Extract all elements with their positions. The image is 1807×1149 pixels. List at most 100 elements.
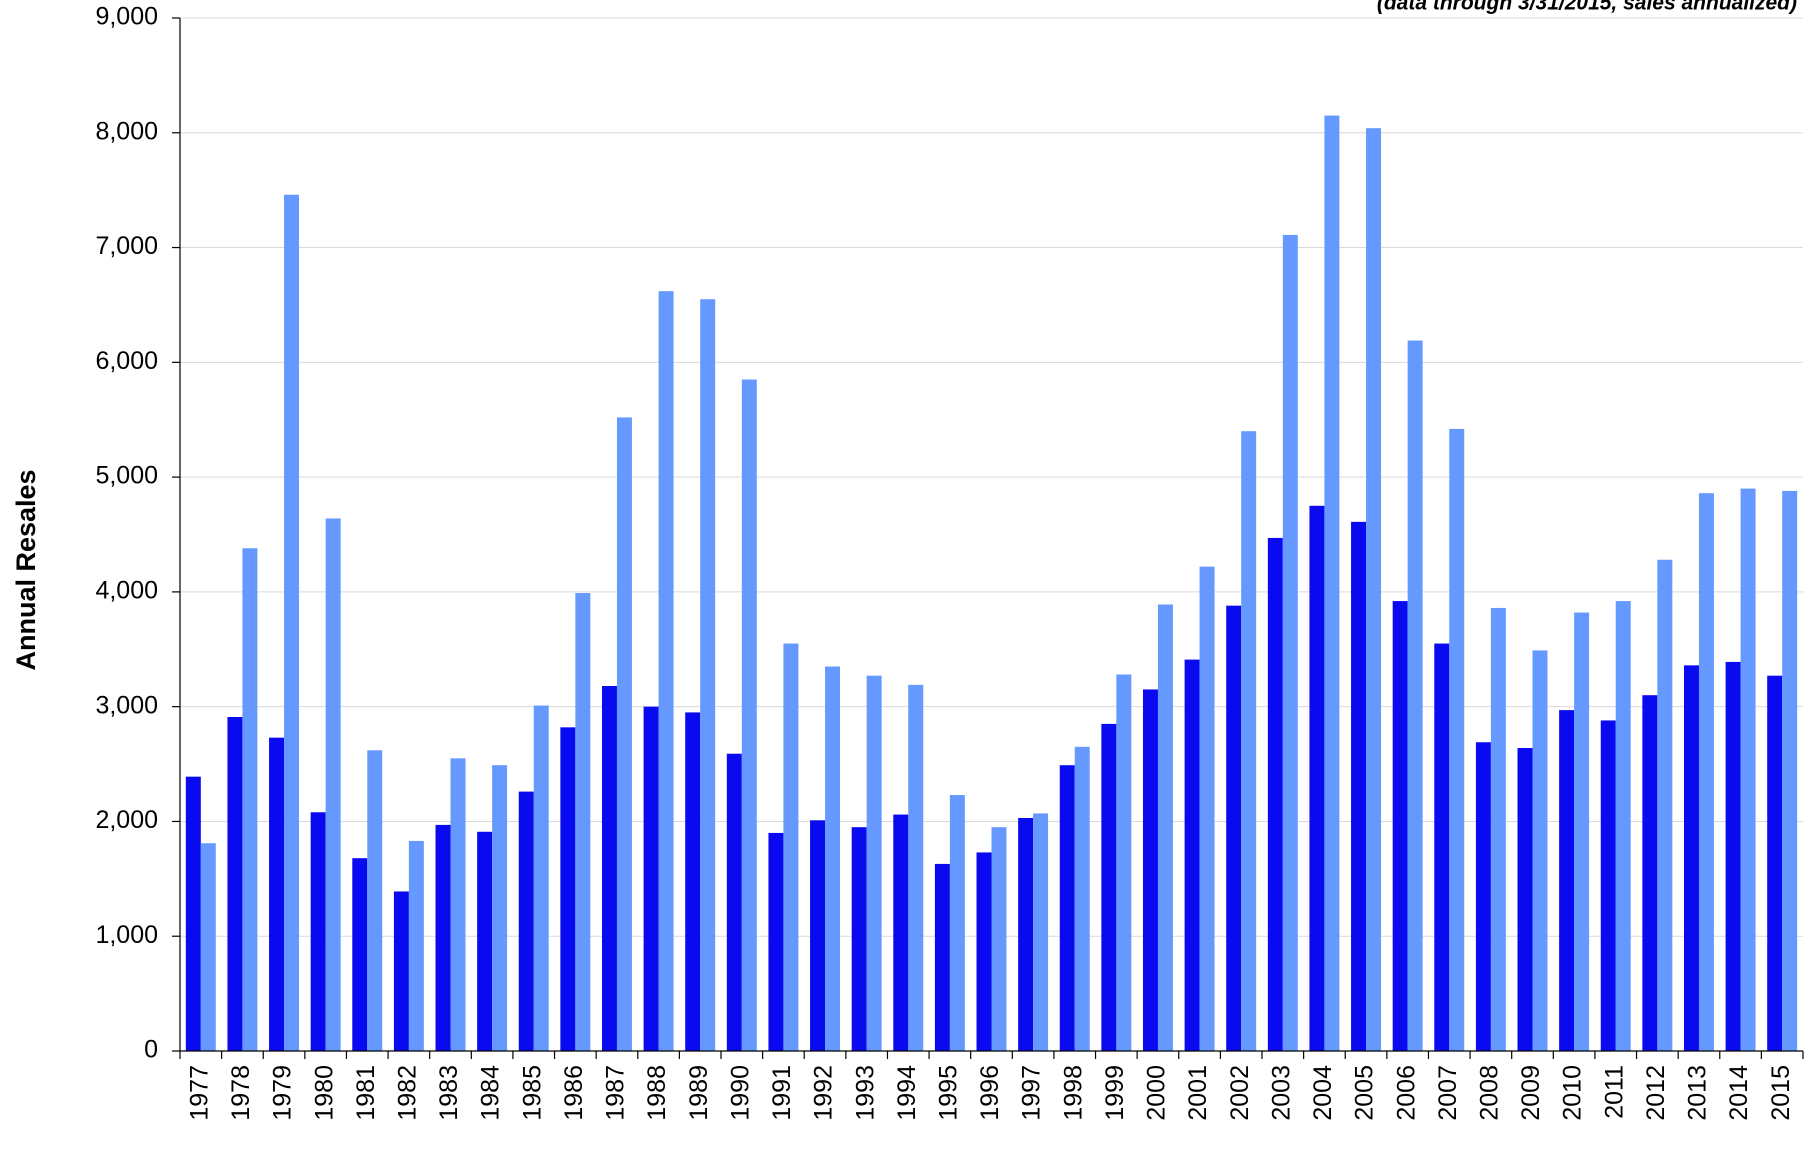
bar <box>768 832 784 1051</box>
x-tick-label: 2015 <box>1767 1065 1795 1121</box>
bar <box>1033 813 1049 1051</box>
x-tick-label: 1993 <box>851 1065 879 1121</box>
bar <box>1309 505 1325 1051</box>
bar <box>1657 559 1673 1051</box>
bar <box>1740 488 1756 1052</box>
x-tick-label: 1987 <box>602 1065 630 1121</box>
x-tick-label: 2014 <box>1725 1065 1753 1121</box>
y-tick-label: 6,000 <box>95 347 158 375</box>
bar <box>601 686 617 1051</box>
bar <box>575 593 591 1051</box>
bar <box>726 753 742 1051</box>
y-tick-label: 2,000 <box>95 806 158 834</box>
y-tick-label: 9,000 <box>95 3 158 31</box>
bar <box>227 716 243 1051</box>
x-tick-label: 1991 <box>768 1065 796 1121</box>
y-tick-label: 5,000 <box>95 462 158 490</box>
bar <box>518 791 534 1051</box>
bar <box>1226 605 1242 1051</box>
bar <box>325 518 341 1051</box>
x-tick-label: 1996 <box>976 1065 1004 1121</box>
bar <box>976 852 992 1051</box>
y-tick-label: 4,000 <box>95 576 158 604</box>
x-tick-label: 2013 <box>1684 1065 1712 1121</box>
x-tick-label: 1985 <box>518 1065 546 1121</box>
bar <box>393 891 409 1051</box>
y-tick-label: 0 <box>144 1036 158 1064</box>
y-tick-label: 1,000 <box>95 921 158 949</box>
bar <box>685 712 701 1051</box>
bar <box>310 812 326 1051</box>
bar <box>1559 710 1575 1051</box>
bar <box>1517 747 1533 1051</box>
x-tick-label: 2005 <box>1351 1065 1379 1121</box>
bar <box>810 820 826 1051</box>
x-tick-label: 2012 <box>1642 1065 1670 1121</box>
x-tick-label: 2006 <box>1392 1065 1420 1121</box>
bar <box>1615 601 1631 1051</box>
bar <box>893 814 909 1051</box>
bar <box>185 776 201 1051</box>
bar <box>934 863 950 1051</box>
bar <box>1600 720 1616 1051</box>
x-tick-label: 2001 <box>1184 1065 1212 1121</box>
bar <box>1101 723 1117 1051</box>
x-tick-label: 1980 <box>310 1065 338 1121</box>
bar <box>866 675 882 1051</box>
bar <box>991 827 1007 1051</box>
x-tick-label: 2003 <box>1267 1065 1295 1121</box>
bar <box>741 379 757 1051</box>
x-tick-label: 1995 <box>934 1065 962 1121</box>
x-tick-label: 2007 <box>1434 1065 1462 1121</box>
chart-subtitle: (data through 3/31/2015, sales annualize… <box>1377 0 1797 15</box>
y-tick-label: 3,000 <box>95 691 158 719</box>
bar <box>492 765 508 1051</box>
y-tick-label: 8,000 <box>95 117 158 145</box>
bar <box>1059 765 1075 1051</box>
bar <box>1241 431 1257 1051</box>
x-tick-label: 1997 <box>1018 1065 1046 1121</box>
x-tick-label: 1984 <box>477 1065 505 1121</box>
bar <box>367 750 383 1051</box>
x-tick-label: 1988 <box>643 1065 671 1121</box>
bar <box>1351 521 1367 1051</box>
x-tick-label: 1989 <box>685 1065 713 1121</box>
x-tick-label: 2011 <box>1600 1065 1628 1119</box>
x-tick-label: 1990 <box>726 1065 754 1121</box>
bar <box>1184 659 1200 1051</box>
bar <box>1282 234 1298 1051</box>
bar <box>616 417 632 1052</box>
bar <box>643 706 659 1051</box>
bar <box>560 727 576 1051</box>
bar <box>284 194 300 1051</box>
x-tick-label: 1978 <box>227 1065 255 1121</box>
x-tick-label: 1982 <box>393 1065 421 1121</box>
bar <box>1683 665 1699 1051</box>
x-tick-label: 2008 <box>1475 1065 1503 1121</box>
bar <box>783 643 799 1051</box>
bar <box>1407 340 1423 1052</box>
bar <box>908 684 924 1051</box>
bar <box>269 737 285 1051</box>
x-tick-label: 1986 <box>560 1065 588 1121</box>
x-tick-label: 1979 <box>269 1065 297 1121</box>
x-tick-label: 1983 <box>435 1065 463 1121</box>
bar <box>1642 695 1658 1051</box>
bar <box>1725 661 1741 1051</box>
bar <box>1142 689 1158 1051</box>
bar <box>825 666 841 1051</box>
bar <box>1767 675 1783 1051</box>
bar <box>1074 746 1090 1051</box>
bar <box>1157 604 1173 1051</box>
bar <box>408 840 424 1051</box>
bar <box>1490 607 1506 1051</box>
bar <box>1475 742 1491 1051</box>
x-tick-label: 1994 <box>893 1065 921 1121</box>
bar <box>450 758 466 1051</box>
bar <box>1324 115 1340 1052</box>
bar <box>700 299 716 1051</box>
bar <box>477 831 493 1051</box>
bar <box>1449 428 1465 1052</box>
bar <box>851 827 867 1051</box>
